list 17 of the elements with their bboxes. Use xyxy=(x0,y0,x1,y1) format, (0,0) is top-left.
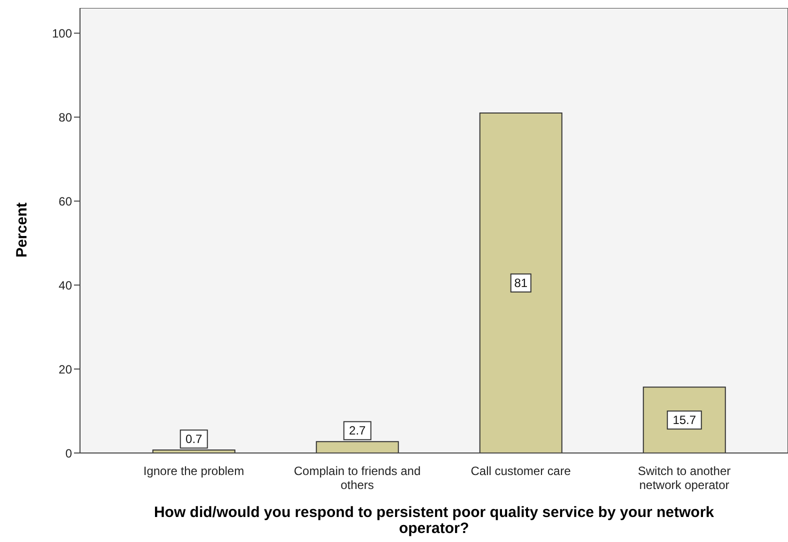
y-tick-label: 20 xyxy=(58,362,72,376)
y-tick-label: 60 xyxy=(58,194,72,208)
y-axis-title: Percent xyxy=(14,202,30,258)
data-label: 81 xyxy=(514,276,528,290)
y-tick-label: 40 xyxy=(58,278,72,292)
y-tick-label: 0 xyxy=(65,446,72,460)
x-tick-label: Switch to another network operator xyxy=(638,464,731,492)
data-label: 0.7 xyxy=(186,432,203,446)
data-label: 2.7 xyxy=(349,424,366,438)
y-tick-label: 100 xyxy=(52,26,72,40)
x-tick-label: Call customer care xyxy=(470,464,572,478)
x-tick-label: Ignore the problem xyxy=(143,464,244,478)
x-tick-label: Complain to friends and others xyxy=(294,464,421,492)
y-tick-label: 80 xyxy=(58,110,72,124)
data-label: 15.7 xyxy=(672,413,696,428)
x-axis-title: How did/would you respond to persistent poor quality service by your network operator? xyxy=(152,504,716,537)
bar xyxy=(479,112,562,453)
